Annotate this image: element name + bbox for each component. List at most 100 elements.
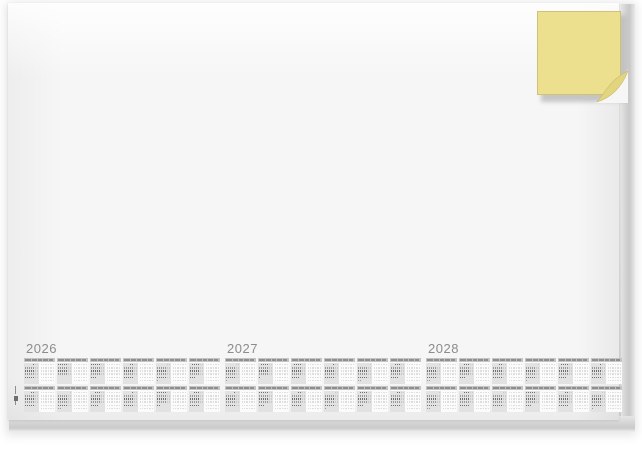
day-cell: [197, 391, 200, 394]
side-column-cell: [617, 398, 619, 400]
day-cell: [558, 395, 561, 397]
day-cell: [26, 370, 29, 372]
side-column-cell: [248, 370, 251, 372]
day-cell: [595, 404, 598, 407]
day-cell: [469, 363, 472, 366]
side-column-cell: [449, 391, 452, 394]
side-column-cell: [210, 376, 212, 379]
side-column-cell: [314, 404, 317, 407]
month-header-segment: [244, 387, 249, 389]
side-column-cell: [340, 391, 343, 394]
side-column-cell: [515, 401, 518, 403]
side-column-cell: [317, 379, 319, 382]
month-header-segment: [332, 359, 337, 361]
month-day-matrix: [591, 363, 622, 384]
side-column-cell: [609, 391, 612, 394]
month-block: [24, 386, 55, 412]
day-cell: [197, 404, 200, 407]
sticky-note[interactable]: [537, 11, 629, 103]
day-cell: [392, 373, 395, 375]
side-column-cell: [174, 407, 177, 410]
month-header-segment: [605, 359, 609, 361]
month-block: [189, 358, 220, 384]
side-column-cell: [253, 373, 256, 375]
day-cell: [69, 398, 72, 400]
day-cell: [270, 363, 273, 366]
day-cell: [133, 363, 136, 366]
side-column-cell: [217, 363, 220, 366]
day-cell: [560, 395, 563, 397]
month-day-matrix: [258, 363, 289, 384]
side-column-cell: [113, 404, 116, 407]
side-column-cell: [85, 363, 88, 366]
day-cell: [369, 373, 372, 375]
side-column-cell: [40, 367, 43, 369]
day-cell: [330, 404, 333, 407]
side-column-cell: [253, 376, 256, 379]
day-cell: [168, 370, 171, 372]
day-cell: [332, 401, 335, 403]
side-column-cell: [510, 379, 513, 382]
writing-area[interactable]: [8, 3, 619, 343]
day-cell: [166, 376, 169, 379]
side-column-cell: [553, 407, 556, 410]
day-cell: [189, 373, 192, 375]
side-column-cell: [215, 404, 217, 407]
side-column-cell: [406, 376, 409, 379]
side-column-cell: [579, 391, 581, 394]
side-column-cell: [383, 404, 385, 407]
side-column-cell: [482, 407, 485, 410]
side-column-cell: [551, 395, 553, 397]
month-header-segment: [244, 359, 249, 361]
sticky-note-surface[interactable]: [537, 11, 621, 95]
side-column-cell: [581, 376, 584, 379]
side-column-cell: [581, 407, 584, 410]
side-column-cell: [174, 395, 177, 397]
day-cell: [28, 398, 31, 400]
side-column-cell: [510, 391, 513, 394]
side-column-cell: [617, 401, 619, 403]
day-cell: [96, 395, 99, 397]
side-column-cell: [309, 373, 312, 375]
side-column-cell: [508, 376, 511, 379]
side-column-cell: [241, 395, 244, 397]
side-column-cell: [312, 407, 314, 410]
day-cell: [297, 391, 300, 394]
side-column-cell: [309, 391, 312, 394]
side-column-cell: [248, 407, 251, 410]
side-column-cell: [413, 404, 416, 407]
day-cell: [131, 404, 134, 407]
day-cell: [533, 398, 536, 400]
month-header-segment: [190, 359, 196, 361]
day-cell: [504, 404, 507, 407]
side-column-cell: [609, 363, 612, 366]
side-column-cell: [513, 370, 515, 372]
side-column-cell: [179, 367, 182, 369]
side-column-cell: [383, 376, 385, 379]
side-column-cell: [352, 379, 355, 382]
side-column-cell: [350, 395, 352, 397]
day-cell: [57, 401, 60, 403]
day-cell: [363, 367, 366, 369]
side-column-cell: [584, 407, 586, 410]
side-column-cell: [553, 391, 556, 394]
day-cell: [301, 370, 304, 372]
side-column-cell: [307, 395, 310, 397]
side-column-cell: [210, 379, 212, 382]
side-column-cell: [619, 391, 622, 394]
side-column-cell: [551, 391, 553, 394]
side-column-cell: [251, 373, 253, 375]
side-column-cell: [607, 398, 610, 400]
side-column-cell: [207, 376, 210, 379]
side-column-cell: [73, 404, 76, 407]
side-column-cell: [480, 395, 482, 397]
side-column-cell: [149, 373, 151, 375]
side-column-cell: [477, 379, 480, 382]
top-sheet[interactable]: 2026 2027 2028: [8, 3, 629, 420]
side-column-cell: [452, 395, 454, 397]
day-cell: [235, 401, 238, 403]
side-column-cell: [205, 407, 208, 410]
day-cell: [94, 376, 97, 379]
side-column-cell: [40, 407, 43, 410]
side-column-cell: [274, 370, 277, 372]
